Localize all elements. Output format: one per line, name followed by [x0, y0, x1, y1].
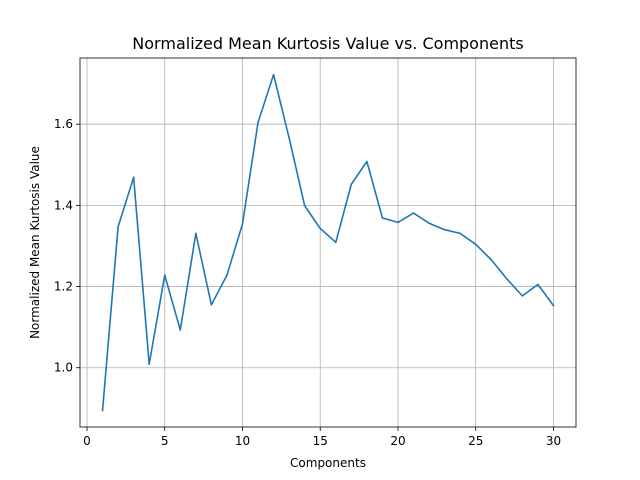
data-point	[226, 274, 228, 276]
data-point	[303, 204, 306, 207]
x-tick-label: 10	[235, 434, 250, 448]
data-point	[195, 232, 197, 235]
x-tick-label: 0	[83, 434, 91, 448]
data-point	[163, 274, 166, 276]
grid-lines	[80, 58, 576, 427]
x-tick-label: 5	[161, 434, 169, 448]
y-tick-label: 1.6	[54, 117, 73, 131]
data-point	[381, 217, 384, 219]
data-point	[319, 227, 322, 230]
series-line	[101, 73, 555, 412]
y-tick-label: 1.0	[54, 361, 73, 375]
data-point	[506, 278, 508, 280]
data-point	[428, 222, 430, 225]
axis-ticks: 0 5 10 15 20 25 30 1.0 1.2 1.4 1.6	[54, 117, 561, 448]
data-point	[350, 183, 353, 186]
data-point	[537, 283, 539, 286]
data-point	[459, 232, 461, 235]
data-point	[490, 258, 493, 261]
data-point	[257, 121, 259, 124]
x-tick-label: 15	[313, 434, 328, 448]
data-point	[241, 223, 244, 225]
data-point	[334, 241, 337, 244]
data-point	[272, 73, 275, 76]
y-axis-label: Normalized Mean Kurtosis Value	[28, 146, 42, 339]
data-point	[132, 176, 135, 179]
data-point	[179, 329, 182, 331]
data-point	[210, 304, 213, 306]
data-point	[552, 304, 555, 307]
data-point	[412, 212, 415, 214]
data-point	[288, 137, 290, 139]
x-tick-label: 30	[546, 434, 561, 448]
data-point	[521, 295, 524, 297]
data-point	[148, 363, 150, 365]
data-point	[474, 243, 477, 246]
chart-title: Normalized Mean Kurtosis Value vs. Compo…	[132, 34, 523, 53]
plot-frame	[79, 57, 577, 428]
x-tick-label: 25	[468, 434, 483, 448]
data-point	[397, 221, 399, 224]
y-tick-label: 1.2	[54, 280, 73, 294]
data-point	[443, 228, 446, 231]
data-point	[101, 409, 104, 412]
x-axis-label: Components	[290, 456, 366, 470]
x-tick-label: 20	[390, 434, 405, 448]
y-tick-label: 1.4	[54, 198, 73, 212]
series-layer	[101, 73, 555, 412]
data-point	[117, 226, 119, 228]
data-point	[366, 160, 368, 163]
